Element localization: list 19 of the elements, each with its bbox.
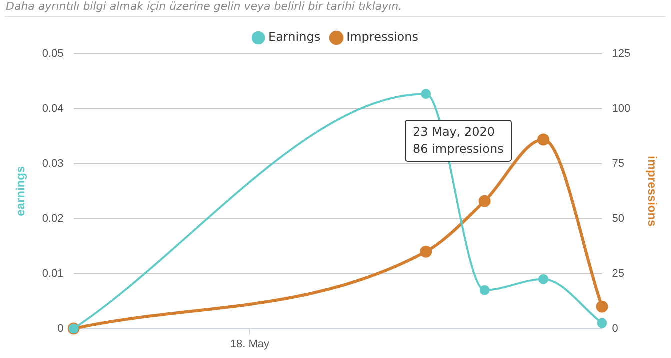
x-tick-label: 18. May	[230, 338, 270, 350]
y-tick-label: 0.03	[42, 158, 64, 170]
y-axis-title: earnings	[14, 166, 28, 216]
legend-label: Impressions	[346, 30, 419, 44]
chart-subtitle: Daha ayrıntılı bilgi almak için üzerine gelin veya belirli bir tarihi tıklayın.	[6, 0, 402, 13]
y2-tick-label: 50	[612, 212, 624, 225]
y2-tick-label: 25	[612, 268, 624, 280]
y-tick-label: 0.01	[42, 268, 64, 280]
y2-axis-title: impressions	[645, 156, 660, 228]
y2-tick-label: 0	[612, 322, 618, 335]
y-tick-label: 0.02	[42, 212, 64, 225]
y2-tick-label: 100	[612, 102, 631, 115]
y2-tick-label: 125	[612, 48, 631, 60]
y-tick-label: 0.04	[42, 102, 64, 115]
y2-tick-label: 75	[612, 158, 624, 170]
legend-label: Earnings	[268, 30, 321, 44]
y-tick-label: 0	[58, 322, 64, 335]
annotation: 23 May, 2020 86 impressions	[405, 120, 512, 162]
y-tick-label: 0.05	[42, 48, 64, 60]
